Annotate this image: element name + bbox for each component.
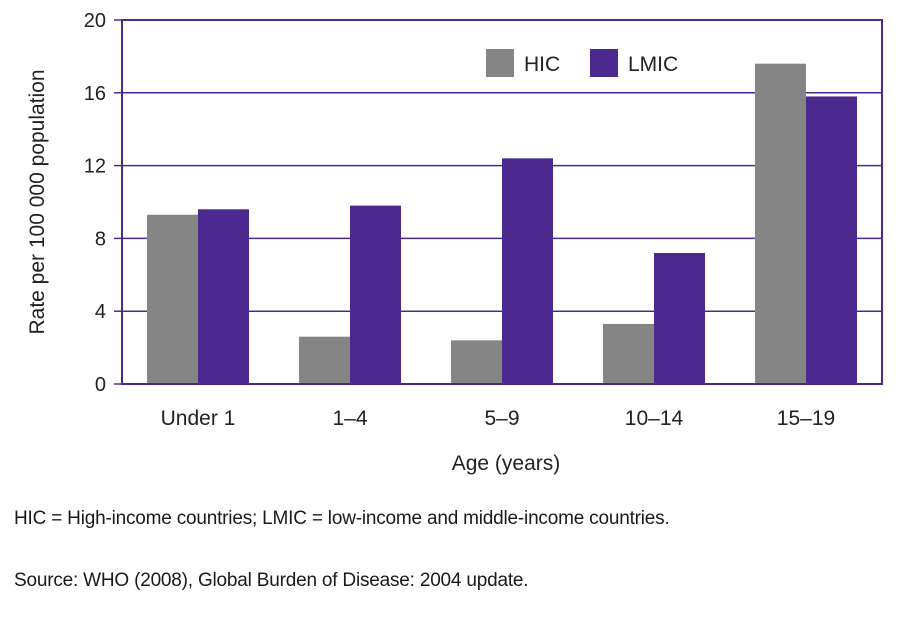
x-axis-title: Age (years) (452, 452, 561, 475)
legend: HIC LMIC (486, 49, 678, 77)
legend-label-lmic: LMIC (628, 53, 678, 76)
plot-frame (121, 19, 883, 385)
legend-label-hic: HIC (524, 53, 560, 76)
y-tick-label: 4 (95, 301, 106, 323)
abbreviation-note: HIC = High-income countries; LMIC = low-… (14, 508, 670, 529)
y-tick-label: 12 (84, 156, 106, 178)
bar-hic-1 (299, 336, 350, 384)
x-category-label: 1–4 (332, 407, 367, 430)
bars (147, 63, 857, 385)
y-axis-ticks: 0 4 8 12 16 20 (84, 10, 122, 396)
bar-hic-2 (451, 340, 502, 384)
bar-hic-0 (147, 214, 198, 384)
x-axis-categories: Under 1 1–4 5–9 10–14 15–19 (161, 407, 836, 430)
bar-lmic-1 (350, 205, 401, 384)
y-axis-title: Rate per 100 000 population (26, 69, 49, 334)
x-category-label: 5–9 (484, 407, 519, 430)
y-tick-label: 20 (84, 10, 106, 32)
y-tick-label: 8 (95, 228, 106, 250)
bar-hic-3 (603, 323, 654, 384)
x-category-label: Under 1 (161, 407, 236, 430)
x-category-label: 10–14 (625, 407, 684, 430)
legend-swatch-hic (486, 49, 514, 77)
legend-swatch-lmic (590, 49, 618, 77)
y-tick-label: 0 (95, 374, 106, 396)
bar-lmic-0 (198, 209, 249, 384)
x-category-label: 15–19 (777, 407, 835, 430)
bar-chart: 0 4 8 12 16 20 Under 1 1–4 5–9 10–14 15–19 Rate p… (26, 10, 883, 475)
bar-lmic-2 (502, 158, 553, 384)
bar-hic-4 (755, 63, 806, 385)
source-note: Source: WHO (2008), Global Burden of Dis… (14, 570, 529, 591)
bar-lmic-3 (654, 252, 705, 384)
bar-lmic-4 (806, 96, 857, 384)
y-tick-label: 16 (84, 83, 106, 105)
